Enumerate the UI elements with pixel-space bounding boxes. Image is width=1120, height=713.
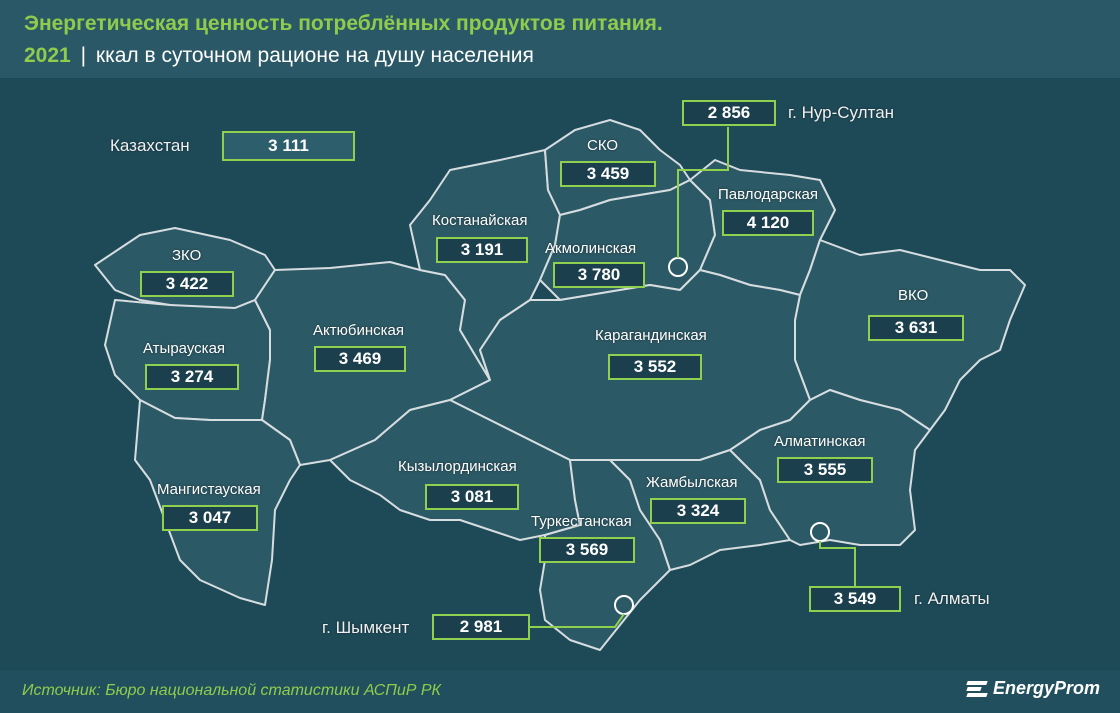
- region-value-aktobe: 3 469: [314, 346, 406, 372]
- region-value-kostanay: 3 191: [436, 237, 528, 263]
- country-value: 3 111: [222, 131, 355, 161]
- region-label-atyrau: Атырауская: [143, 340, 226, 357]
- region-value-atyrau: 3 274: [145, 364, 239, 390]
- source-note: Источник: Бюро национальной статистики А…: [22, 682, 441, 699]
- region-label-akmola: Акмолинская: [545, 240, 637, 257]
- region-value-sko: 3 459: [560, 161, 656, 187]
- city-label-nur-sultan: г. Нур-Султан: [788, 103, 895, 122]
- region-value-akmola: 3 780: [553, 262, 645, 288]
- city-value-almaty: 3 549: [809, 586, 901, 612]
- region-label-aktobe: Актюбинская: [313, 322, 404, 339]
- region-value-zhambyl: 3 324: [650, 498, 746, 524]
- region-label-pavlodar: Павлодарская: [718, 186, 818, 203]
- region-value-almaty-reg: 3 555: [777, 457, 873, 483]
- region-label-kyzylorda: Кызылординская: [398, 458, 517, 475]
- leader-nur-sultan: [677, 127, 729, 258]
- logo-text: EnergyProm: [992, 678, 1100, 698]
- region-value-vko: 3 631: [868, 315, 964, 341]
- city-label-shymkent: г. Шымкент: [322, 618, 410, 637]
- country-label: Казахстан: [110, 136, 190, 155]
- leader-shymkent: [530, 613, 625, 628]
- chart-subtitle-line: 2021 | ккал в суточном рационе на душу н…: [24, 44, 534, 68]
- region-label-turkestan: Туркестанская: [531, 513, 632, 530]
- region-label-almaty-reg: Алматинская: [774, 433, 866, 450]
- subtitle: ккал в суточном рационе на душу населени…: [95, 44, 534, 67]
- region-label-mangistau: Мангистауская: [157, 481, 261, 498]
- separator: |: [80, 44, 87, 67]
- energyprom-logo: EnergyProm: [966, 678, 1100, 699]
- region-shape-zko: [94, 227, 276, 311]
- region-shape-kostanay: [409, 149, 561, 381]
- region-label-kostanay: Костанайская: [432, 212, 528, 229]
- region-label-vko: ВКО: [898, 287, 929, 304]
- chart-title: Энергетическая ценность потреблённых про…: [24, 12, 663, 35]
- region-value-karaganda: 3 552: [608, 354, 702, 380]
- region-value-kyzylorda: 3 081: [425, 484, 519, 510]
- region-value-turkestan: 3 569: [539, 537, 635, 563]
- region-label-zko: ЗКО: [172, 247, 202, 264]
- region-label-sko: СКО: [587, 137, 619, 154]
- region-value-pavlodar: 4 120: [722, 210, 814, 236]
- city-value-shymkent: 2 981: [432, 614, 530, 640]
- city-value-nur-sultan: 2 856: [682, 100, 776, 126]
- region-shape-atyrau: [104, 299, 271, 421]
- city-label-almaty: г. Алматы: [914, 589, 990, 608]
- year-label: 2021: [24, 44, 71, 67]
- region-value-zko: 3 422: [140, 271, 234, 297]
- footer: Источник: Бюро национальной статистики А…: [0, 670, 1120, 713]
- region-label-karaganda: Карагандинская: [595, 327, 707, 344]
- header: Энергетическая ценность потреблённых про…: [0, 0, 1120, 78]
- region-value-mangistau: 3 047: [162, 505, 258, 531]
- region-label-zhambyl: Жамбылская: [646, 474, 738, 491]
- leader-almaty: [819, 541, 856, 586]
- logo-mark-icon: [966, 680, 989, 698]
- region-shape-mangistau: [134, 399, 301, 606]
